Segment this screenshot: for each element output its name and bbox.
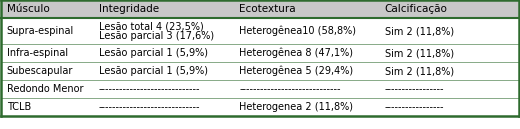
Text: Redondo Menor: Redondo Menor <box>7 84 83 94</box>
Text: -----------------------------: ----------------------------- <box>239 84 341 94</box>
Text: -----------------: ----------------- <box>385 84 444 94</box>
Text: Sim 2 (11,8%): Sim 2 (11,8%) <box>385 26 454 36</box>
Text: Lesão parcial 1 (5,9%): Lesão parcial 1 (5,9%) <box>99 66 208 76</box>
Text: Lesão parcial 3 (17,6%): Lesão parcial 3 (17,6%) <box>99 31 214 41</box>
Text: Sim 2 (11,8%): Sim 2 (11,8%) <box>385 66 454 76</box>
Text: Integridade: Integridade <box>99 4 159 14</box>
Text: -----------------------------: ----------------------------- <box>99 102 200 112</box>
Text: Heterogênea 5 (29,4%): Heterogênea 5 (29,4%) <box>239 66 353 76</box>
Text: Músculo: Músculo <box>7 4 49 14</box>
Text: Lesão parcial 1 (5,9%): Lesão parcial 1 (5,9%) <box>99 48 208 58</box>
Text: Supra-espinal: Supra-espinal <box>7 26 74 36</box>
Text: Lesão total 4 (23,5%): Lesão total 4 (23,5%) <box>99 21 203 31</box>
Text: Subescapular: Subescapular <box>7 66 73 76</box>
Bar <box>1 0 519 18</box>
Text: Heterogênea10 (58,8%): Heterogênea10 (58,8%) <box>239 26 356 36</box>
Text: Ecotextura: Ecotextura <box>239 4 296 14</box>
Text: Sim 2 (11,8%): Sim 2 (11,8%) <box>385 48 454 58</box>
Text: TCLB: TCLB <box>7 102 31 112</box>
Text: Heterogenea 2 (11,8%): Heterogenea 2 (11,8%) <box>239 102 353 112</box>
Text: -----------------: ----------------- <box>385 102 444 112</box>
Text: Heterogênea 8 (47,1%): Heterogênea 8 (47,1%) <box>239 48 353 58</box>
Text: -----------------------------: ----------------------------- <box>99 84 200 94</box>
Text: Infra-espinal: Infra-espinal <box>7 48 68 58</box>
Text: Calcificação: Calcificação <box>385 4 448 14</box>
